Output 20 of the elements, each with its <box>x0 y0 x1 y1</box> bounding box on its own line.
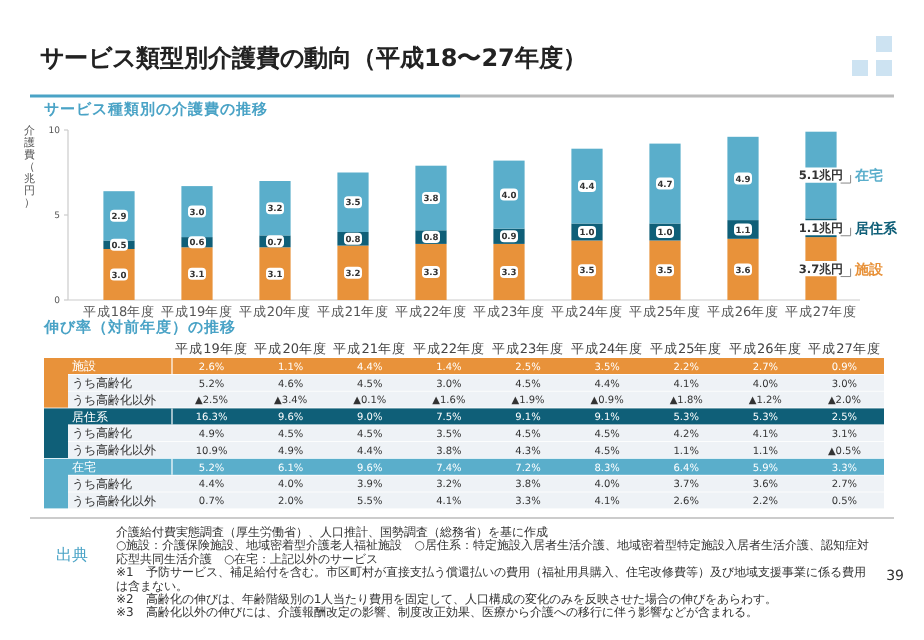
text: 出典 <box>56 546 88 564</box>
bar <box>259 181 291 236</box>
bar <box>259 247 291 300</box>
bar <box>103 249 135 300</box>
bar <box>493 160 525 229</box>
bar <box>181 186 213 238</box>
bar <box>415 165 447 231</box>
bar <box>181 247 213 300</box>
bar <box>649 143 681 224</box>
bar <box>727 238 759 300</box>
bar <box>649 240 681 300</box>
bar <box>337 172 369 232</box>
bar <box>337 245 369 300</box>
bar <box>415 243 447 300</box>
bar <box>571 240 603 300</box>
bar <box>493 243 525 300</box>
bar <box>103 191 135 241</box>
chart-title: サービス類型別介護費の動向（平成18〜27年度） <box>40 44 587 72</box>
bar <box>571 148 603 224</box>
bar <box>727 136 759 221</box>
